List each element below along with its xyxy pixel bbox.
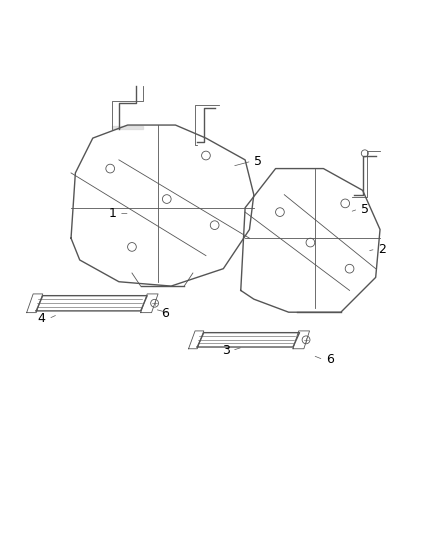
Text: 1: 1 xyxy=(109,207,117,220)
Text: 6: 6 xyxy=(161,307,169,320)
Text: 5: 5 xyxy=(361,203,369,215)
Text: 6: 6 xyxy=(326,353,334,366)
Text: 5: 5 xyxy=(254,155,262,168)
Text: 3: 3 xyxy=(222,344,230,357)
Text: 4: 4 xyxy=(38,312,46,325)
Text: 2: 2 xyxy=(378,243,386,256)
